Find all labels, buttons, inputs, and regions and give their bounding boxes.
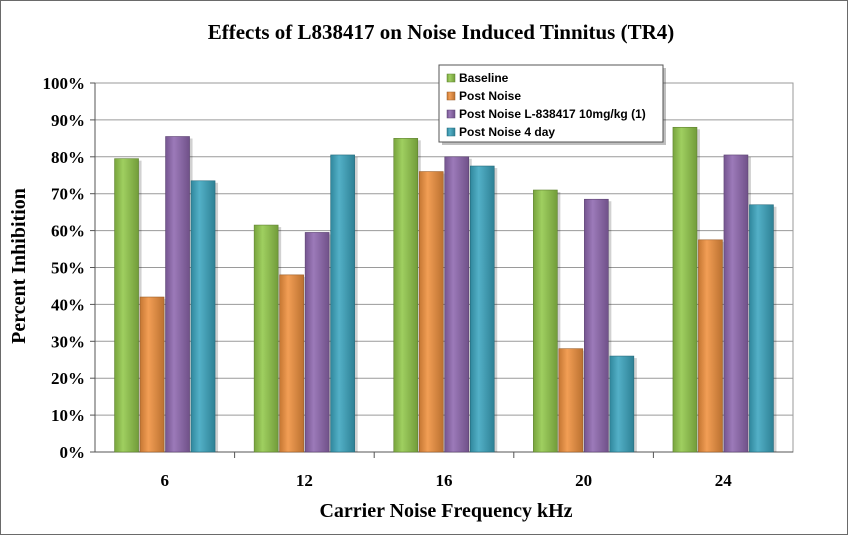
bar-baseline-12 <box>253 224 279 453</box>
legend-entry: Post Noise L-838417 10mg/kg (1) <box>459 107 646 121</box>
legend-box <box>438 64 664 143</box>
bar-post-noise-4-day-12 <box>330 154 355 453</box>
x-tick-label: 16 <box>436 471 453 490</box>
plot-area: 0% 10% 20% 30% 40% 50% 60% 70% 80% 90% 100% 6 12 16 20… <box>43 74 794 490</box>
y-tick-label: 30% <box>51 332 85 351</box>
y-tick-label: 100% <box>43 74 86 93</box>
x-tick-label: 20 <box>575 471 592 490</box>
y-tick-label: 60% <box>51 222 85 241</box>
bar-post-noise-4-day-16 <box>469 165 495 453</box>
bar-baseline-6 <box>114 158 139 453</box>
x-axis-title: Carrier Noise Frequency kHz <box>319 500 572 522</box>
bar-baseline-20 <box>533 189 558 453</box>
bar-post-noise-l-838417-10mg-kg-1--24 <box>723 154 749 453</box>
y-tick-label: 50% <box>51 259 85 278</box>
legend-entry: Baseline <box>459 71 509 85</box>
legend: Baseline Post Noise Post Noise L-838417 10… <box>438 64 666 145</box>
y-tick-label: 20% <box>51 369 85 388</box>
bar-post-noise-4-day-24 <box>749 204 774 453</box>
x-tick-label: 12 <box>296 471 313 490</box>
bar-baseline-24 <box>672 126 698 453</box>
bar-baseline-16 <box>393 138 419 453</box>
legend-entry: Post Noise <box>459 89 521 103</box>
y-tick-label: 10% <box>51 406 85 425</box>
bar-post-noise-6 <box>139 296 165 453</box>
y-tick-label: 80% <box>51 148 85 167</box>
legend-swatch <box>446 91 456 101</box>
legend-swatch <box>446 73 456 83</box>
bar-post-noise-l-838417-10mg-kg-1--16 <box>444 156 470 453</box>
x-tick-label: 6 <box>161 471 170 490</box>
bar-post-noise-20 <box>558 348 584 453</box>
bar-post-noise-4-day-6 <box>190 180 216 453</box>
bar-post-noise-l-838417-10mg-kg-1--12 <box>304 232 330 453</box>
legend-swatch <box>446 109 456 119</box>
y-tick-label: 40% <box>51 295 85 314</box>
y-axis-title: Percent Inhibition <box>8 188 30 344</box>
bar-post-noise-24 <box>698 239 723 453</box>
y-tick-label: 0% <box>60 443 86 462</box>
y-tick-label: 70% <box>51 185 85 204</box>
y-tick-label: 90% <box>51 111 85 130</box>
bar-post-noise-12 <box>279 274 304 453</box>
bar-post-noise-l-838417-10mg-kg-1--20 <box>584 198 609 453</box>
legend-swatch <box>446 127 456 137</box>
bar-post-noise-16 <box>418 171 444 453</box>
bar-post-noise-l-838417-10mg-kg-1--6 <box>165 136 190 453</box>
legend-entry: Post Noise 4 day <box>459 125 555 139</box>
bar-post-noise-4-day-20 <box>609 355 635 453</box>
chart-title: Effects of L838417 on Noise Induced Tinn… <box>208 20 675 44</box>
x-tick-label: 24 <box>715 471 733 490</box>
